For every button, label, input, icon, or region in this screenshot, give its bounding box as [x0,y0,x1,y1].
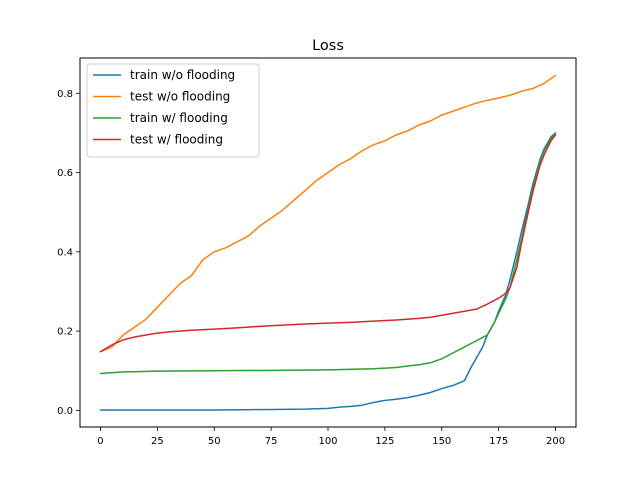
legend-label: train w/ flooding [130,111,228,125]
series-line-1 [99,74,557,353]
y-tick-label: 0.8 [57,89,73,100]
x-tick-label: 25 [151,436,164,447]
x-tick-label: 150 [432,436,451,447]
x-tick-label: 200 [546,436,565,447]
x-tick-label: 175 [489,436,508,447]
x-axis: 0 25 50 75 100 125 150 175 200 [97,427,565,447]
y-tick-label: 0.0 [57,406,73,417]
y-tick-label: 0.4 [57,247,73,258]
plot-lines [99,74,557,411]
legend-box [86,63,260,158]
x-tick-label: 0 [97,436,103,447]
legend-label: test w/ flooding [130,133,223,147]
x-tick-label: 100 [318,436,337,447]
y-tick-label: 0.6 [57,168,73,179]
series-line-2 [99,132,557,375]
y-axis: 0.0 0.2 0.4 0.6 0.8 [57,89,80,417]
plot-frame [79,57,577,428]
x-tick-label: 75 [265,436,278,447]
series-line-0 [99,132,557,411]
legend-label: test w/o flooding [130,90,230,104]
x-tick-label: 125 [375,436,394,447]
chart-title: Loss [312,38,344,54]
legend-label: train w/o flooding [130,68,235,82]
y-tick-label: 0.2 [57,327,73,338]
legend: train w/o flooding test w/o flooding train… [86,63,260,158]
x-tick-label: 50 [208,436,221,447]
series-line-3 [99,134,557,353]
